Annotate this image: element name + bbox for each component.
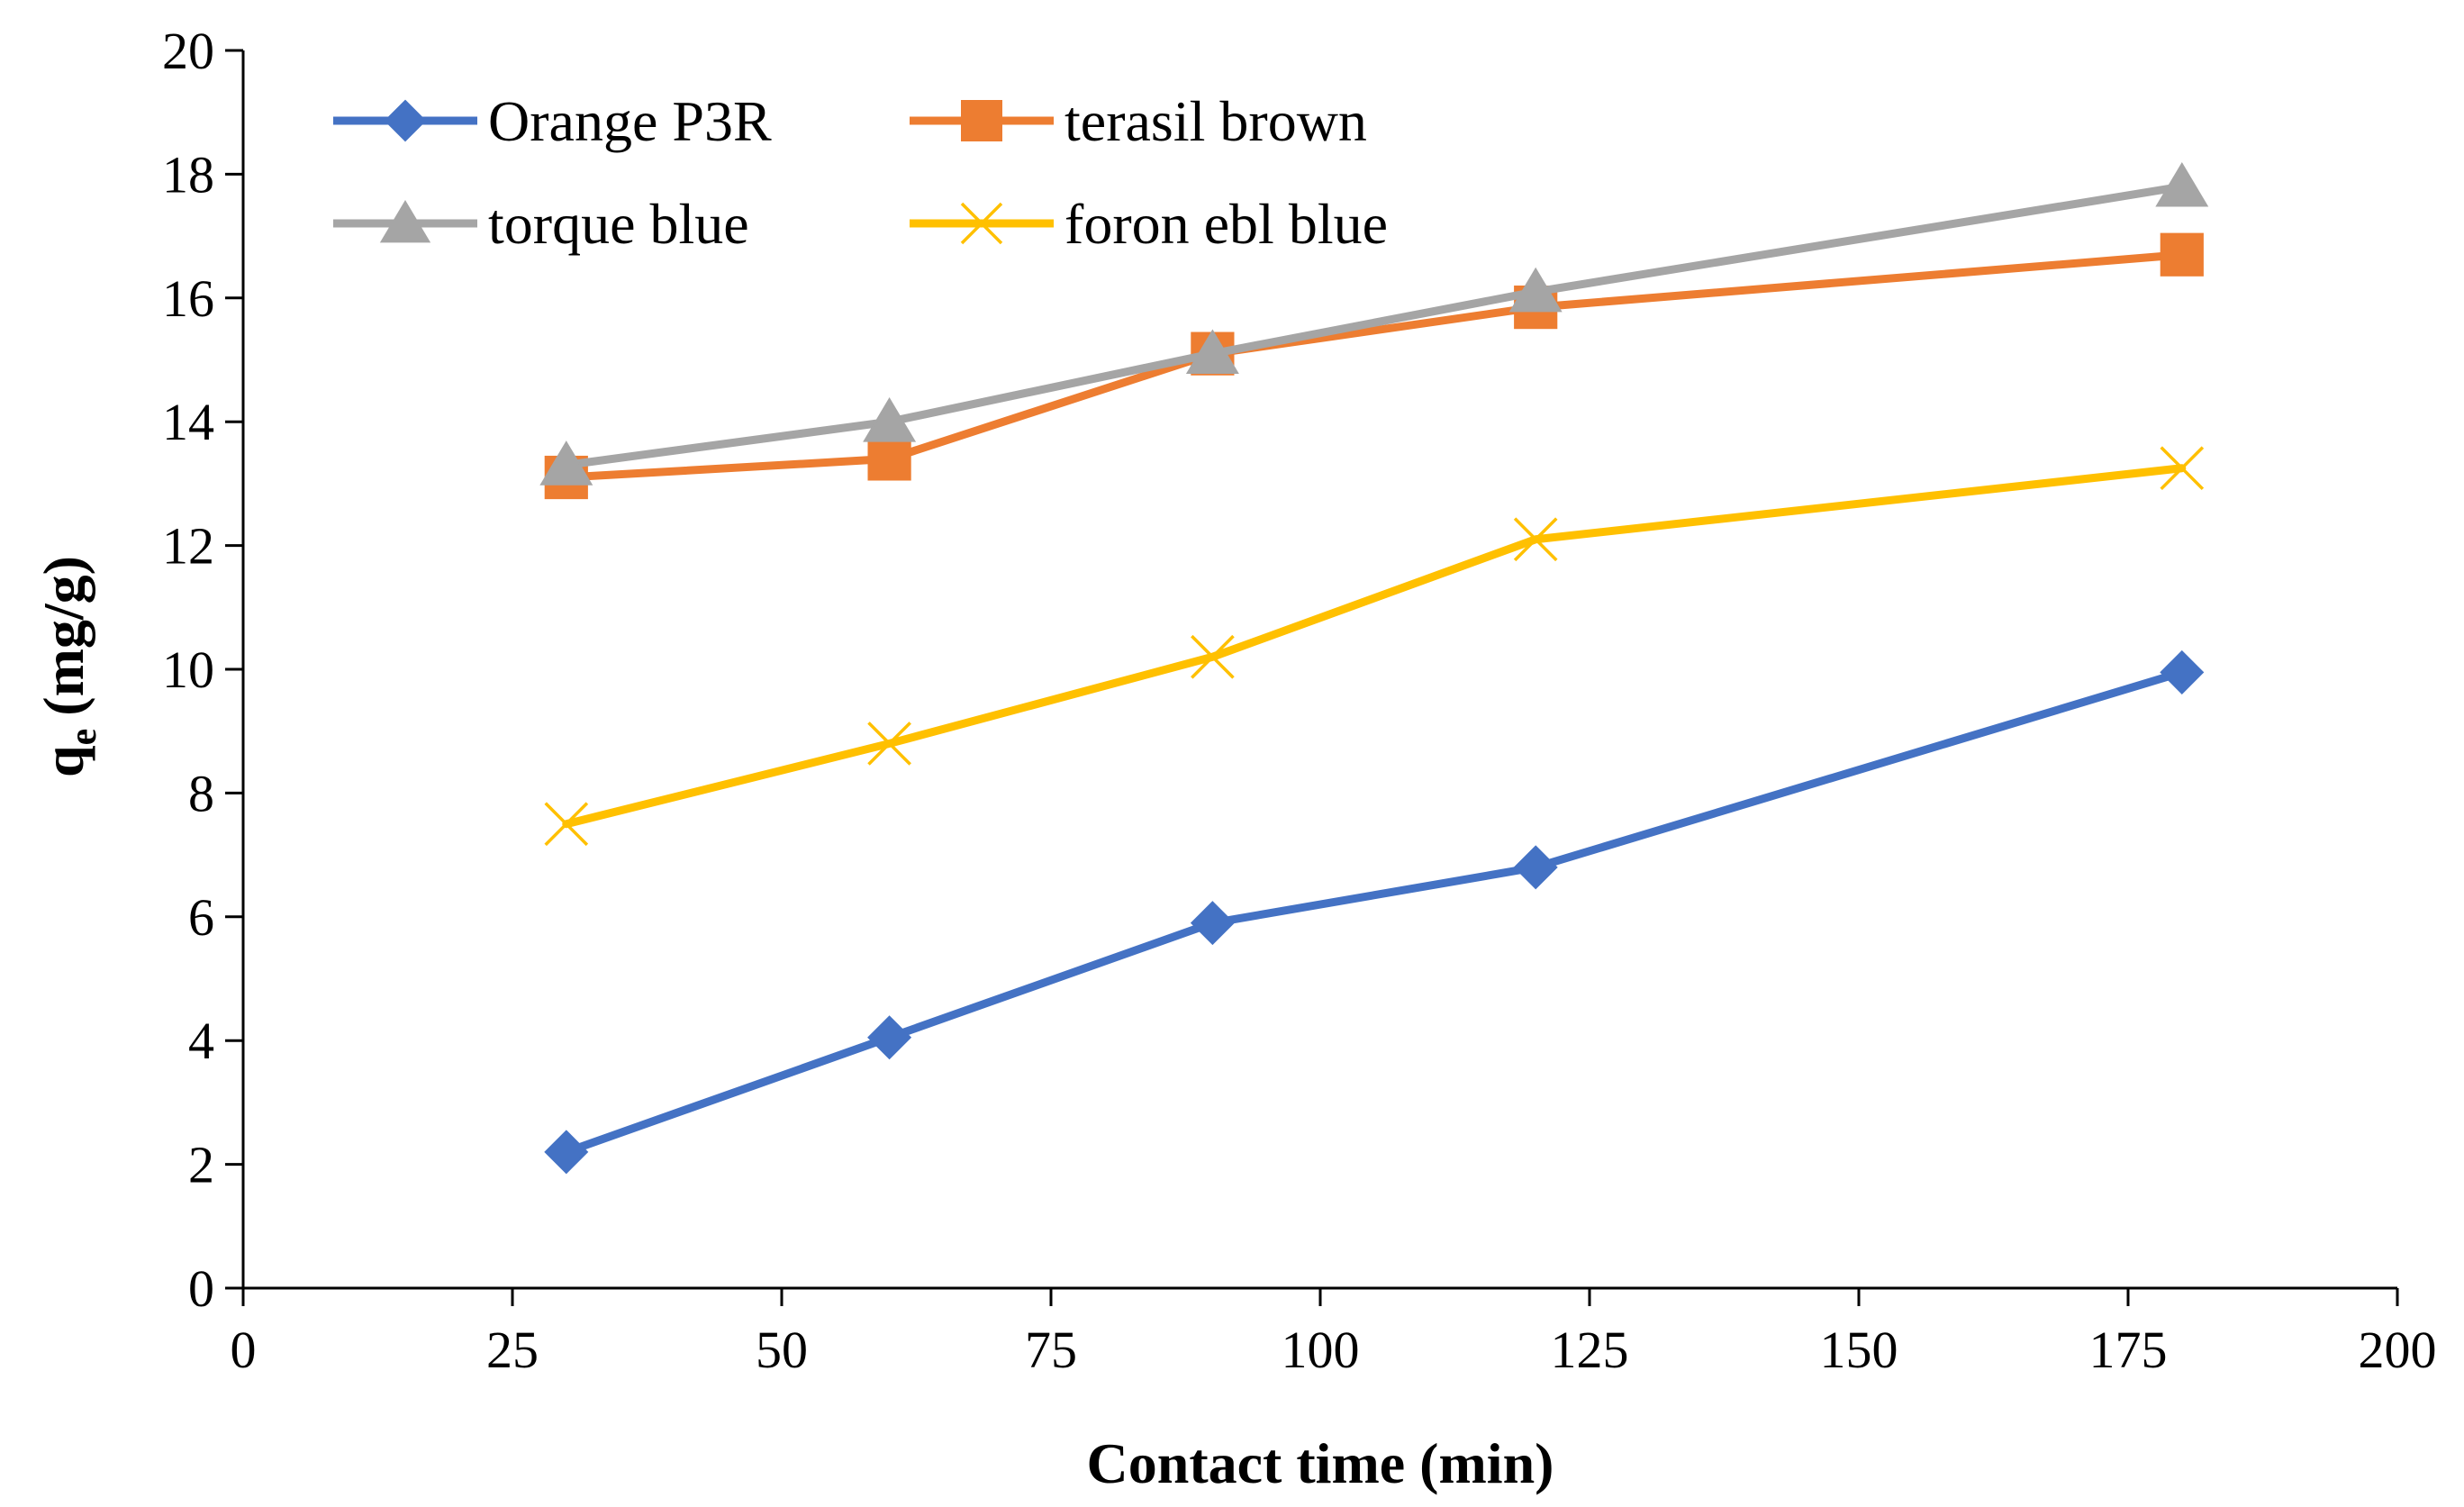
- x-axis-title: Contact time (min): [1087, 1431, 1554, 1495]
- y-tick-label: 20: [162, 22, 214, 80]
- data-point-foron-ebl-blue: [867, 722, 911, 766]
- y-axis-title: qe (mg/g): [32, 556, 104, 777]
- x-tick-label: 50: [756, 1321, 808, 1379]
- y-tick-label: 10: [162, 640, 214, 699]
- data-point-terasil-brown: [2160, 232, 2204, 277]
- data-point-terasil-brown: [867, 437, 911, 481]
- series-foron-ebl-blue: [544, 446, 2205, 847]
- data-point-foron-ebl-blue: [1191, 634, 1235, 679]
- data-point-orange-p3r: [2160, 649, 2205, 694]
- y-axis-title-subscript: e: [63, 729, 104, 746]
- series-terasil-brown: [544, 232, 2204, 500]
- x-marker-stroke: [2160, 446, 2205, 491]
- legend-swatch-marker: [384, 99, 427, 142]
- y-tick-label: 6: [188, 888, 214, 947]
- x-marker-stroke: [867, 722, 911, 766]
- x-tick-label: 25: [486, 1321, 539, 1379]
- x-marker-stroke: [960, 202, 1003, 245]
- data-point-foron-ebl-blue: [544, 802, 589, 847]
- legend-swatch-marker: [961, 100, 1002, 141]
- data-point-foron-ebl-blue: [1513, 517, 1558, 562]
- series-torque-blue: [539, 161, 2209, 486]
- y-axis-title-unit: (mg/g): [32, 556, 95, 716]
- y-tick-label: 18: [162, 145, 214, 204]
- legend-swatch-marker: [960, 202, 1003, 245]
- series-line-foron-ebl-blue: [562, 464, 2187, 829]
- legend-swatch-marker: [379, 200, 431, 243]
- y-tick-label: 12: [162, 517, 214, 576]
- y-tick-label: 14: [162, 393, 214, 451]
- x-tick-label: 75: [1025, 1321, 1077, 1379]
- series-line-terasil-brown: [562, 250, 2187, 482]
- legend-item-orange-p3r: Orange P3R: [333, 89, 772, 153]
- x-tick-label: 125: [1551, 1321, 1629, 1379]
- y-tick-label: 8: [188, 764, 214, 822]
- y-tick-label: 4: [188, 1012, 214, 1070]
- x-tick-label: 150: [1820, 1321, 1898, 1379]
- x-marker-stroke: [1191, 634, 1235, 679]
- legend-item-foron-ebl-blue: foron ebl blue: [910, 192, 1388, 256]
- x-marker-stroke: [544, 802, 589, 847]
- y-axis-title-main: q: [32, 745, 95, 777]
- y-tick-label: 0: [188, 1259, 214, 1318]
- data-point-torque-blue: [1508, 267, 1563, 313]
- legend-label: Orange P3R: [488, 89, 772, 153]
- series-line-orange-p3r: [562, 667, 2187, 1157]
- y-tick-label: 2: [188, 1136, 214, 1194]
- data-point-foron-ebl-blue: [2160, 446, 2205, 491]
- data-point-orange-p3r: [867, 1015, 912, 1060]
- data-point-orange-p3r: [1513, 845, 1558, 890]
- data-point-torque-blue: [1185, 329, 1239, 375]
- data-point-torque-blue: [2155, 161, 2209, 207]
- y-tick-label: 16: [162, 269, 214, 328]
- legend-label: terasil brown: [1064, 89, 1367, 153]
- x-tick-label: 100: [1282, 1321, 1360, 1379]
- data-point-orange-p3r: [544, 1130, 589, 1175]
- data-point-orange-p3r: [1190, 901, 1235, 946]
- legend: Orange P3R terasil brown torque blue foron …: [333, 89, 1388, 256]
- legend-item-terasil-brown: terasil brown: [910, 89, 1367, 153]
- x-tick-label: 200: [2359, 1321, 2437, 1379]
- legend-label: foron ebl blue: [1064, 192, 1388, 256]
- x-tick-label: 175: [2089, 1321, 2168, 1379]
- series-orange-p3r: [544, 649, 2205, 1175]
- svg-text:qe(mg/g): qe (mg/g): [32, 556, 104, 777]
- legend-label: torque blue: [488, 192, 749, 256]
- x-marker-stroke: [1513, 517, 1558, 562]
- x-tick-label: 0: [231, 1321, 257, 1379]
- data-point-torque-blue: [539, 440, 593, 486]
- legend-item-torque-blue: torque blue: [333, 192, 749, 256]
- data-point-torque-blue: [863, 397, 917, 442]
